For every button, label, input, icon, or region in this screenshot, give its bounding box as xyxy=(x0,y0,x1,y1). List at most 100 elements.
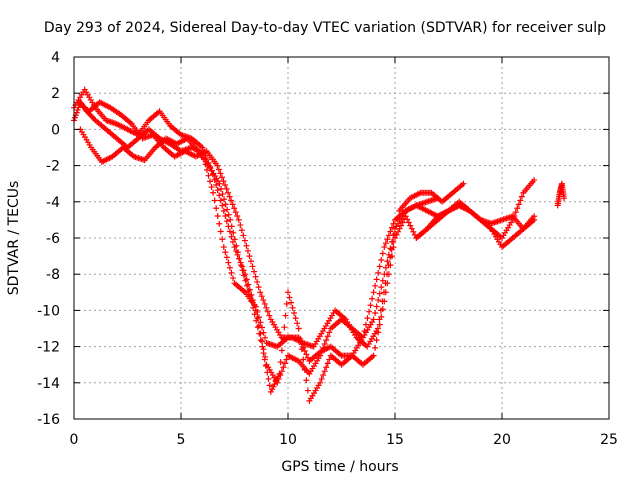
data-point xyxy=(291,309,298,316)
data-points-layer xyxy=(71,86,568,404)
data-point xyxy=(512,209,519,216)
data-point xyxy=(263,304,270,311)
data-point xyxy=(261,356,268,363)
data-point xyxy=(303,351,310,358)
data-point xyxy=(278,347,285,354)
data-point xyxy=(259,338,266,345)
data-point xyxy=(237,262,244,269)
data-point xyxy=(248,298,255,305)
data-point xyxy=(301,366,308,373)
data-point xyxy=(266,312,273,319)
data-point xyxy=(404,216,411,223)
data-point xyxy=(216,220,223,227)
data-point xyxy=(384,236,391,243)
series-track-5 xyxy=(413,177,538,241)
data-point xyxy=(234,249,241,256)
data-point xyxy=(398,222,405,229)
data-point xyxy=(239,267,246,274)
x-axis-label: GPS time / hours xyxy=(281,459,398,475)
y-tick-label: -6 xyxy=(46,231,60,247)
data-point xyxy=(260,350,267,357)
data-point xyxy=(531,177,538,184)
data-point xyxy=(399,219,406,226)
data-point xyxy=(251,268,258,275)
data-point xyxy=(281,360,288,367)
data-point xyxy=(229,201,236,208)
data-point xyxy=(221,196,228,203)
data-point xyxy=(320,344,327,351)
data-point xyxy=(376,263,383,270)
data-point xyxy=(237,222,244,229)
data-point xyxy=(380,289,387,296)
data-point xyxy=(388,246,395,253)
data-point xyxy=(376,321,383,328)
data-point xyxy=(370,289,377,296)
data-point xyxy=(229,275,236,282)
data-point xyxy=(321,368,328,375)
data-point xyxy=(242,277,249,284)
data-point xyxy=(324,360,331,367)
data-point xyxy=(283,356,290,363)
data-point xyxy=(214,213,221,220)
data-point xyxy=(211,197,218,204)
data-point xyxy=(304,354,311,361)
data-point xyxy=(219,191,226,198)
data-point xyxy=(318,375,325,382)
data-point xyxy=(207,178,214,185)
data-point xyxy=(518,193,525,200)
data-point xyxy=(265,375,272,382)
data-point xyxy=(378,256,385,263)
data-point xyxy=(375,297,382,304)
data-point xyxy=(374,325,381,332)
y-axis-label: SDTVAR / TECUs xyxy=(6,181,22,296)
data-point xyxy=(247,293,254,300)
data-point xyxy=(236,255,243,262)
data-point xyxy=(320,372,327,379)
data-point xyxy=(281,324,288,331)
data-point xyxy=(402,213,409,220)
data-point xyxy=(257,319,264,326)
chart-title: Day 293 of 2024, Sidereal Day-to-day VTE… xyxy=(44,20,606,36)
data-point xyxy=(304,387,311,394)
data-point xyxy=(246,286,253,293)
data-point xyxy=(321,341,328,348)
data-point xyxy=(300,356,307,363)
data-point xyxy=(220,178,227,185)
data-point xyxy=(245,281,252,288)
series-track-3 xyxy=(77,126,538,404)
data-point xyxy=(282,312,289,319)
y-tick-label: -12 xyxy=(37,340,60,356)
data-point xyxy=(394,215,401,222)
series-track-6 xyxy=(554,180,568,209)
data-point xyxy=(257,289,264,296)
data-point xyxy=(233,242,240,249)
data-point xyxy=(301,347,308,354)
data-point xyxy=(199,144,206,151)
data-point xyxy=(410,228,417,235)
data-point xyxy=(376,316,383,323)
data-point xyxy=(223,185,230,192)
data-point xyxy=(364,315,371,322)
data-point xyxy=(248,291,255,298)
data-point xyxy=(381,244,388,251)
data-point xyxy=(260,297,267,304)
x-tick-label: 0 xyxy=(70,432,79,448)
data-point xyxy=(326,329,333,336)
data-point xyxy=(249,297,256,304)
data-point xyxy=(245,288,252,295)
data-point xyxy=(226,264,233,271)
data-point xyxy=(318,348,325,355)
data-point xyxy=(255,322,262,329)
data-point xyxy=(259,343,266,350)
data-point xyxy=(370,316,377,323)
data-point xyxy=(248,258,255,265)
data-point xyxy=(317,352,324,359)
data-point xyxy=(260,329,267,336)
data-point xyxy=(227,216,234,223)
data-point xyxy=(509,216,516,223)
data-point xyxy=(266,382,273,389)
y-axis-ticks: -16 -14 -12 -10 -8 -6 -4 -2 0 2 4 xyxy=(37,50,609,428)
data-point xyxy=(324,333,331,340)
data-point xyxy=(373,303,380,310)
data-point xyxy=(219,236,226,243)
